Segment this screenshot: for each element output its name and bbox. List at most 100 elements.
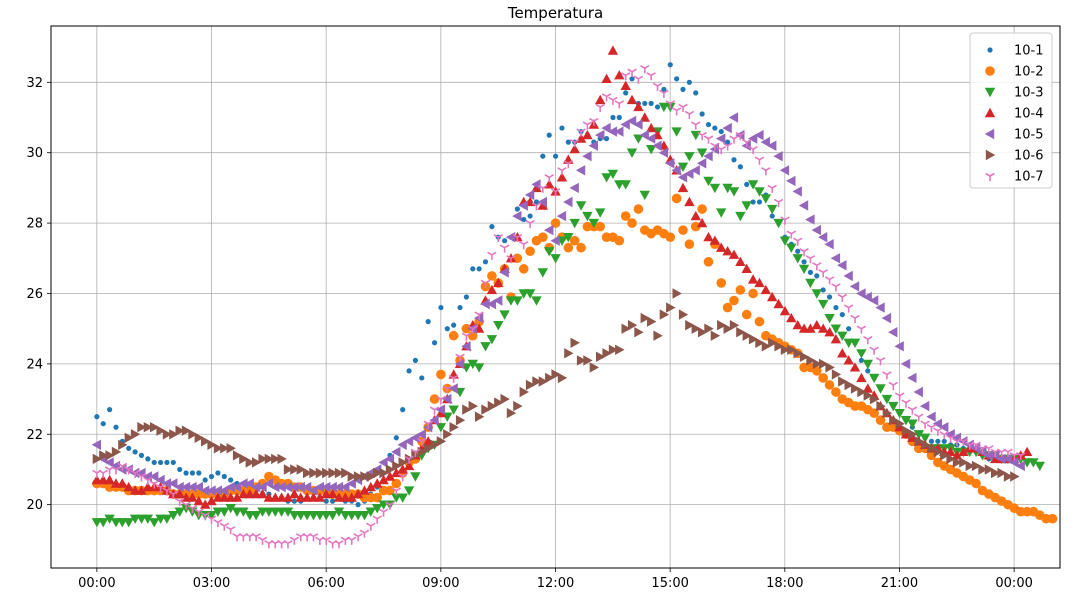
x-tick-label: 15:00	[651, 576, 688, 591]
data-point	[652, 82, 663, 91]
data-point	[908, 429, 918, 440]
data-point	[748, 334, 759, 345]
data-point	[865, 368, 871, 374]
data-point	[928, 438, 935, 444]
data-point	[417, 446, 427, 458]
data-point	[481, 404, 491, 415]
data-point	[557, 372, 568, 384]
data-point	[760, 284, 771, 295]
data-point	[206, 495, 217, 506]
data-point	[608, 96, 618, 105]
data-point	[646, 133, 656, 144]
data-point	[744, 181, 750, 187]
data-point	[881, 394, 893, 405]
legend-item-10-3: 10-3	[984, 86, 1044, 101]
x-tick-label: 18:00	[766, 576, 803, 591]
y-tick-label: 20	[26, 498, 43, 513]
data-point	[527, 213, 533, 219]
data-point	[996, 453, 1006, 465]
data-point	[958, 446, 969, 456]
data-point	[639, 190, 650, 201]
data-point	[476, 266, 482, 272]
data-point	[487, 271, 497, 281]
data-point	[231, 492, 243, 502]
data-point	[945, 446, 956, 456]
data-point	[1003, 471, 1014, 482]
data-point	[882, 407, 893, 419]
data-point	[1028, 458, 1039, 468]
data-point	[805, 278, 816, 289]
data-points	[91, 45, 1058, 549]
data-point	[647, 316, 657, 327]
data-point	[379, 467, 389, 479]
data-point	[538, 232, 548, 242]
data-point	[620, 72, 631, 81]
data-point	[919, 433, 931, 443]
data-point	[333, 481, 344, 493]
data-point	[674, 76, 680, 82]
data-point	[773, 198, 784, 207]
data-point	[691, 121, 701, 130]
data-point	[137, 422, 147, 433]
data-point	[684, 196, 695, 207]
data-point	[556, 210, 567, 222]
data-point	[559, 125, 565, 131]
data-point	[263, 478, 273, 489]
data-point	[429, 394, 440, 404]
data-point	[104, 474, 115, 485]
data-point	[322, 467, 332, 479]
data-point	[410, 448, 421, 457]
data-point	[741, 309, 752, 320]
legend-item-10-1: 10-1	[987, 44, 1044, 59]
data-point	[194, 508, 204, 517]
data-point	[308, 533, 319, 542]
data-point	[576, 128, 586, 137]
y-tick-label: 32	[26, 76, 43, 91]
data-point	[391, 478, 402, 489]
data-point	[289, 481, 299, 493]
data-point	[900, 358, 911, 370]
data-point	[398, 457, 408, 468]
legend-label: 10-3	[1014, 86, 1044, 101]
data-point	[614, 235, 625, 246]
data-point	[736, 327, 746, 338]
data-point	[787, 344, 797, 355]
data-point	[303, 467, 313, 479]
data-point	[767, 291, 778, 302]
data-point	[347, 471, 357, 482]
y-tick-label: 22	[26, 428, 43, 443]
data-point	[98, 518, 109, 528]
data-point	[340, 481, 350, 493]
data-point	[755, 337, 765, 348]
data-point	[729, 135, 739, 144]
data-point	[684, 110, 695, 119]
data-point	[737, 164, 743, 170]
data-point	[620, 80, 631, 90]
data-point	[760, 194, 771, 204]
data-point	[723, 323, 733, 334]
data-point	[735, 211, 746, 222]
data-point	[334, 467, 345, 479]
data-point	[226, 443, 236, 454]
data-point	[889, 415, 899, 426]
data-point	[117, 478, 128, 488]
data-point	[168, 511, 179, 521]
data-point	[705, 121, 712, 128]
data-point	[493, 233, 503, 243]
data-point	[111, 446, 122, 458]
data-point	[525, 219, 535, 229]
data-point	[346, 478, 356, 489]
data-point	[652, 140, 662, 151]
data-point	[907, 406, 918, 415]
data-point	[678, 309, 689, 320]
data-point	[946, 453, 956, 465]
data-point	[505, 232, 516, 243]
data-point	[181, 501, 191, 510]
data-point	[875, 302, 885, 313]
data-point	[684, 239, 695, 250]
data-point	[518, 200, 528, 211]
data-point	[424, 443, 434, 454]
data-point	[741, 263, 752, 273]
data-point	[168, 478, 178, 489]
data-point	[355, 502, 361, 508]
